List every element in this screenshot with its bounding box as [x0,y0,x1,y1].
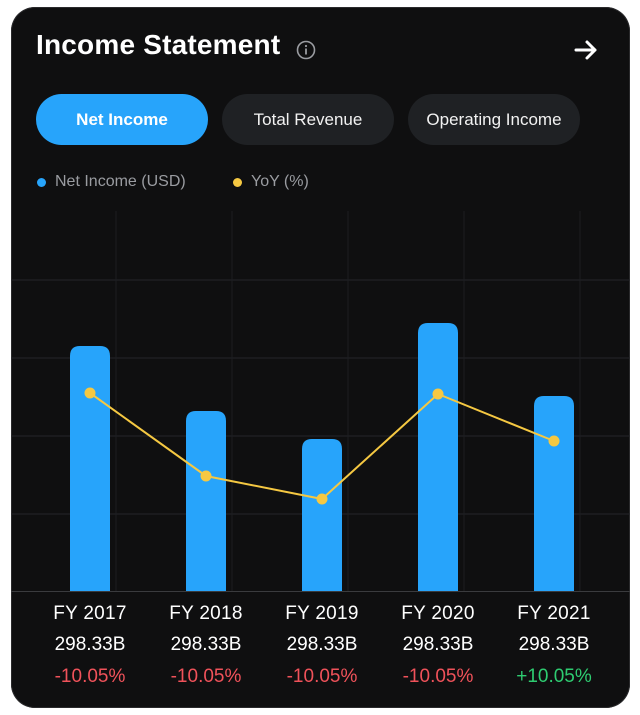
yoy-point [432,388,444,400]
arrow-right-icon[interactable] [571,35,601,65]
legend-dot [37,177,46,187]
summary-value: 298.33B [170,634,242,655]
yoy-point [548,435,560,447]
tab-net-income[interactable]: Net Income [36,94,208,145]
bar [302,439,342,591]
yoy-point [200,470,212,482]
summary-change: -10.05% [170,666,242,687]
tab-operating-income[interactable]: Operating Income [408,94,580,145]
income-statement-card: Income Statement Net Income Total Revenu… [11,7,630,708]
net-income-chart [11,211,630,591]
summary-column: FY 2018 298.33B -10.05% [148,599,264,693]
summary-change: -10.05% [286,666,358,687]
summary-value: 298.33B [518,634,590,655]
bar [418,323,458,591]
tab-label: Net Income [76,109,168,129]
yoy-point [84,387,96,399]
summary-year: FY 2019 [285,603,359,624]
legend-dot [233,177,242,187]
bar [186,411,226,591]
legend-label: YoY (%) [251,173,309,190]
summary-value: 298.33B [402,634,474,655]
bar [70,346,110,591]
legend-item-yoy: YoY (%) [233,173,309,191]
summary-year: FY 2021 [517,603,591,624]
summary-value: 298.33B [286,634,358,655]
tab-total-revenue[interactable]: Total Revenue [222,94,394,145]
summary-change: +10.05% [516,666,592,687]
summary-column: FY 2017 298.33B -10.05% [32,599,148,693]
summary-value: 298.33B [54,634,126,655]
summary-column: FY 2021 298.33B +10.05% [496,599,612,693]
tab-label: Operating Income [426,109,562,129]
info-icon[interactable] [296,40,316,60]
summary-year: FY 2020 [401,603,475,624]
legend-item-net-income: Net Income (USD) [37,173,186,191]
divider [11,591,630,592]
summary-column: FY 2020 298.33B -10.05% [380,599,496,693]
tab-label: Total Revenue [253,109,363,129]
summary-change: -10.05% [402,666,474,687]
summary-year: FY 2017 [53,603,127,624]
yoy-point [316,493,328,505]
bar [534,396,574,591]
summary-column: FY 2019 298.33B -10.05% [264,599,380,693]
legend-label: Net Income (USD) [55,173,186,190]
summary-change: -10.05% [54,666,126,687]
card-title: Income Statement [36,29,281,60]
summary-year: FY 2018 [169,603,243,624]
